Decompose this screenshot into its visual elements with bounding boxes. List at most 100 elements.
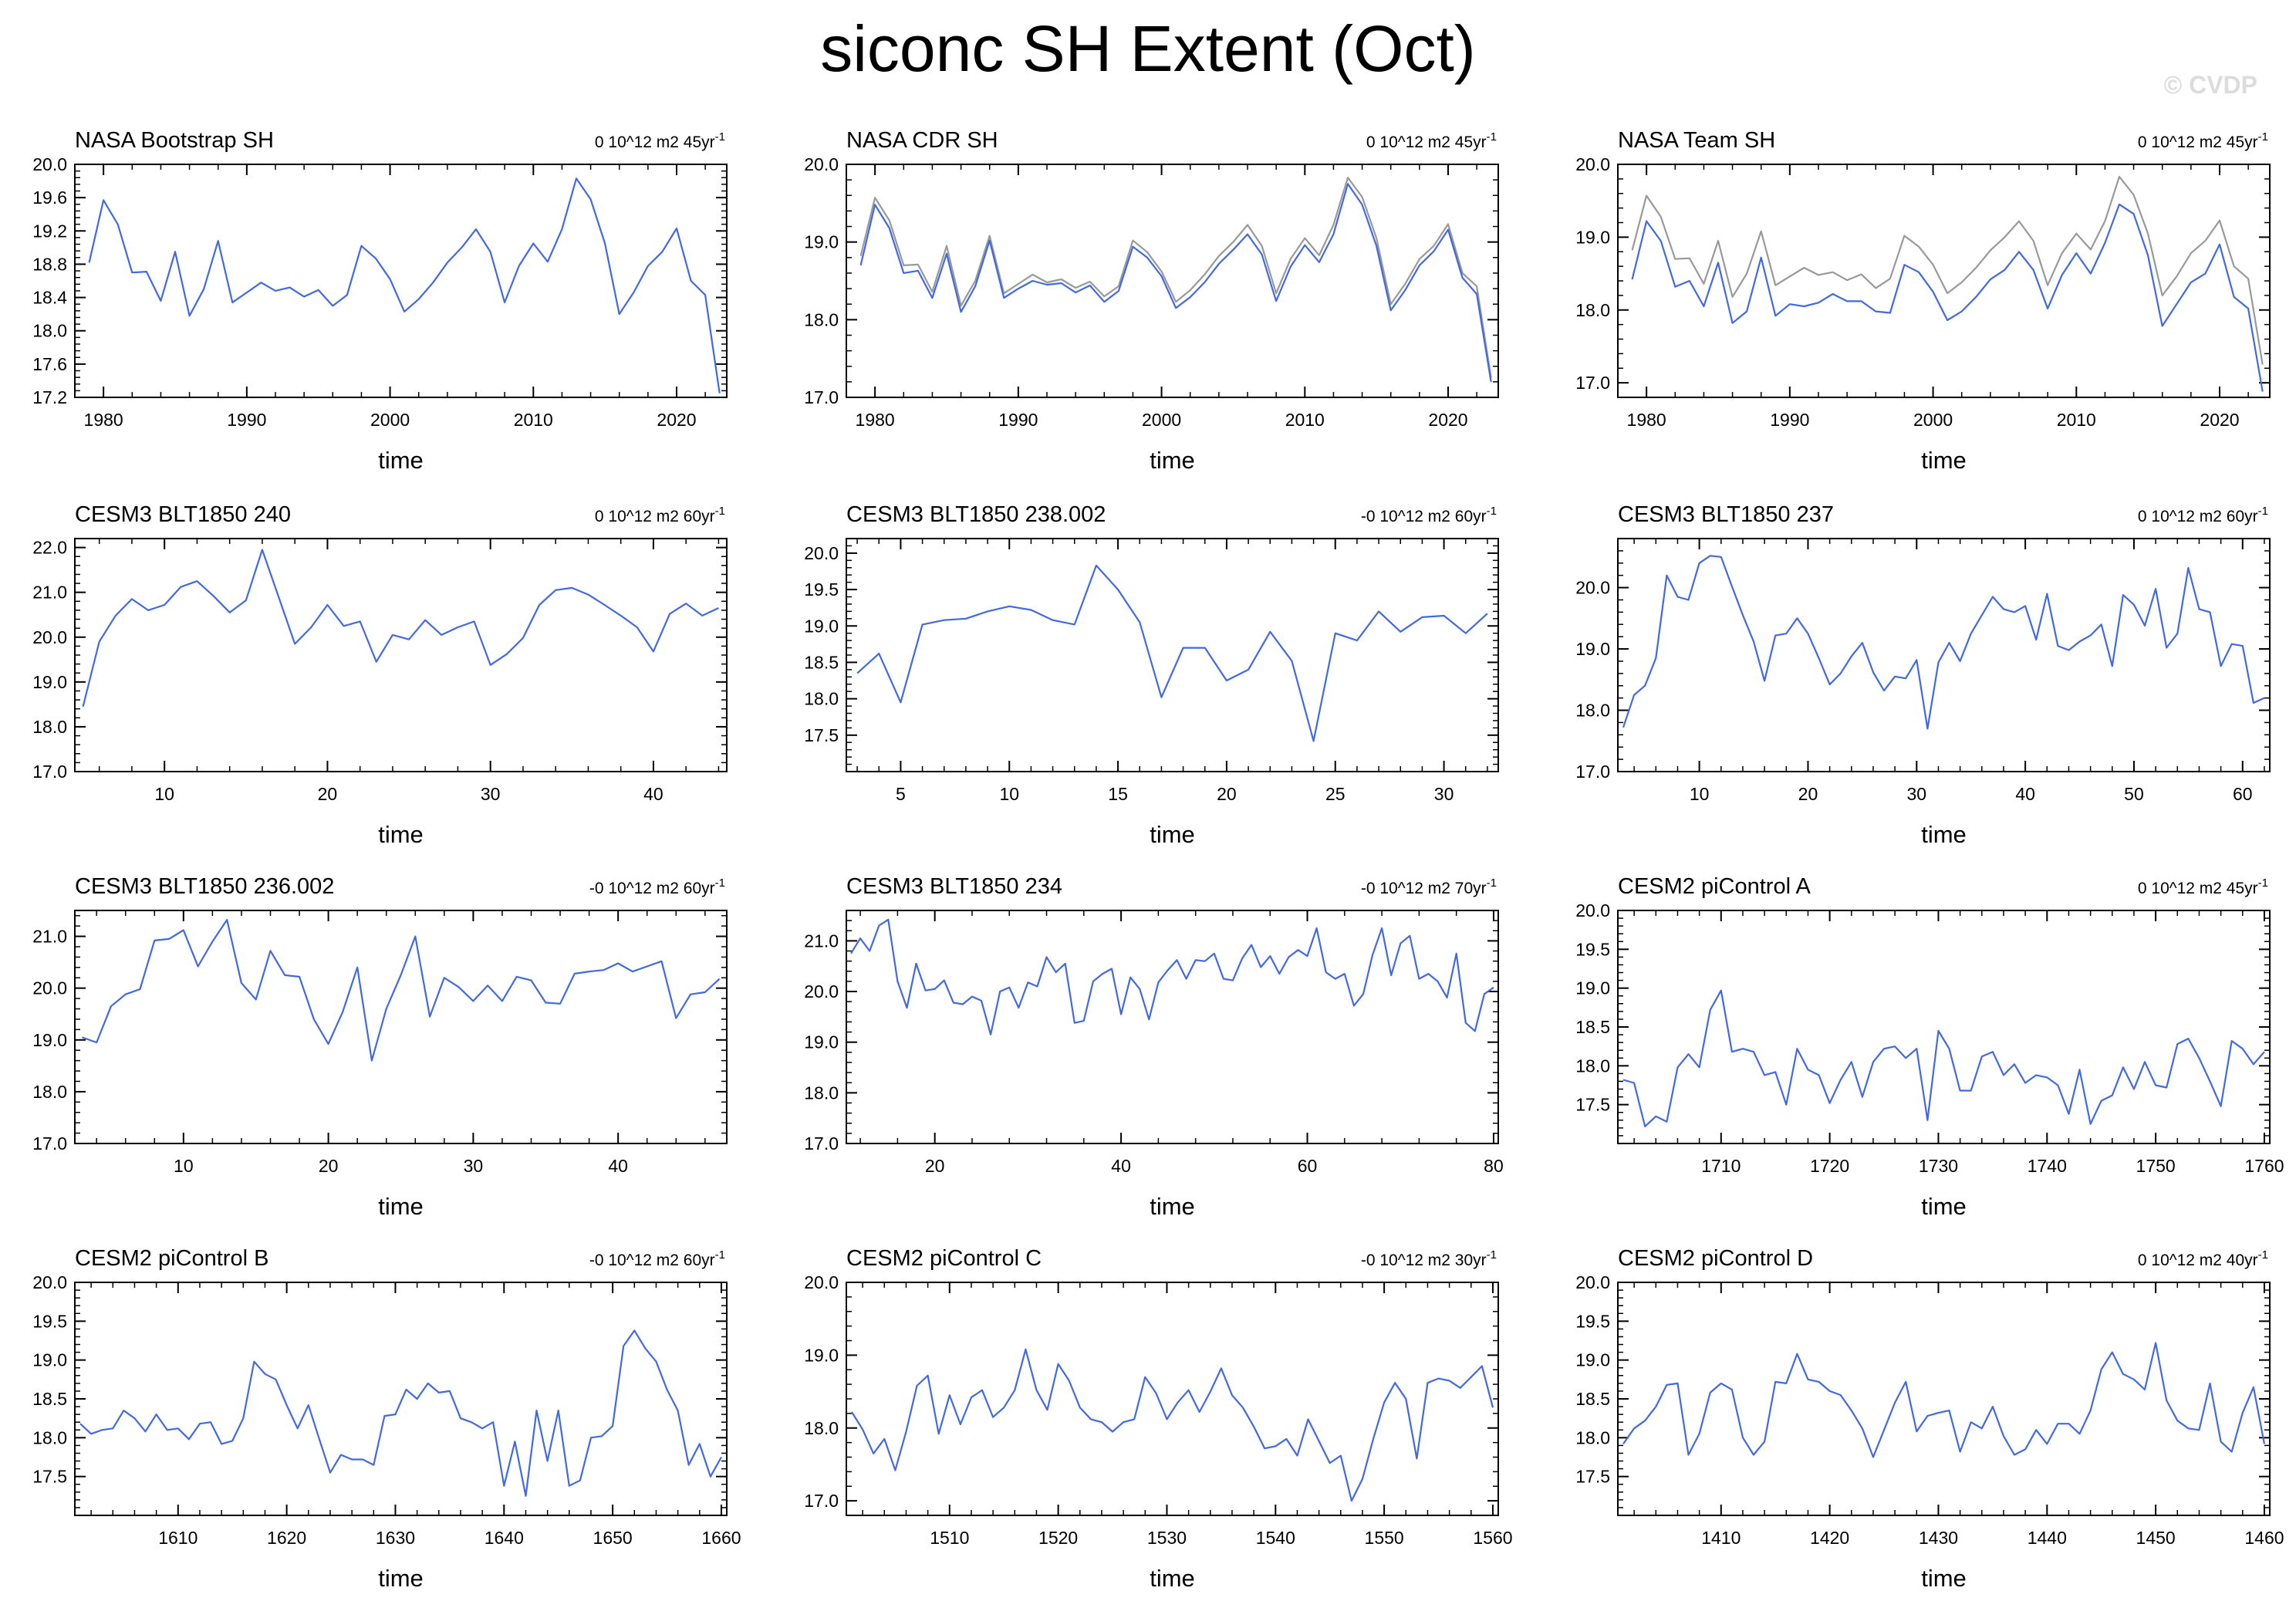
panel-title: CESM3 BLT1850 240	[75, 502, 291, 527]
x-tick-label: 1720	[1810, 1156, 1849, 1176]
x-tick-label: 2020	[2200, 410, 2239, 430]
y-tick-label: 18.0	[804, 1083, 839, 1103]
panel-7: CESM3 BLT1850 236.002 -0 10^12 m2 60yr-1 1…	[32, 874, 728, 1220]
plot-frame	[1617, 538, 2271, 772]
y-tick-label: 18.0	[804, 309, 839, 329]
panel-1: NASA Bootstrap SH 0 10^12 m2 45yr-1 17.2 17…	[32, 128, 728, 474]
panel-12: CESM2 piControl D 0 10^12 m2 40yr-1 17.5 18…	[1575, 1246, 2284, 1592]
panel-title: CESM3 BLT1850 236.002	[75, 874, 334, 899]
x-tick-label: 1410	[1701, 1528, 1741, 1548]
y-tick-label: 18.0	[1575, 300, 1610, 320]
series-line-run	[1622, 989, 2265, 1128]
y-tick-label: 17.0	[1575, 762, 1610, 782]
y-tick-label: 18.0	[1575, 1056, 1610, 1076]
panel-8: CESM3 BLT1850 234 -0 10^12 m2 70yr-1 17.0 1…	[804, 874, 1504, 1220]
x-tick-label: 1510	[930, 1528, 969, 1548]
panel-title: NASA Team SH	[1618, 128, 1775, 153]
series-line-run	[82, 549, 719, 708]
y-tick-label: 17.0	[32, 762, 67, 782]
panel-title: CESM2 piControl B	[75, 1246, 268, 1271]
x-tick-label: 1710	[1701, 1156, 1741, 1176]
trend-label: 0 10^12 m2 45yr-1	[1366, 130, 1497, 151]
series-line-run	[79, 1329, 722, 1497]
y-tick-label: 17.6	[32, 354, 67, 374]
x-axis-label: time	[378, 447, 424, 474]
y-tick-label: 18.0	[32, 1082, 67, 1102]
x-tick-label: 1980	[1627, 410, 1666, 430]
x-tick-label: 1750	[2136, 1156, 2176, 1176]
x-tick-label: 2000	[1142, 410, 1181, 430]
plot-frame	[846, 1282, 1499, 1516]
y-tick-label: 18.0	[804, 689, 839, 709]
x-tick-label: 2000	[370, 410, 410, 430]
x-axis-label: time	[1150, 447, 1195, 474]
x-tick-label: 20	[1217, 784, 1237, 804]
x-tick-label: 1440	[2028, 1528, 2067, 1548]
x-tick-label: 1990	[227, 410, 266, 430]
y-tick-label: 17.0	[32, 1133, 67, 1154]
y-tick-label: 21.0	[804, 931, 839, 951]
x-tick-label: 10	[1690, 784, 1710, 804]
trend-label: 0 10^12 m2 40yr-1	[2138, 1248, 2268, 1269]
x-tick-label: 1560	[1473, 1528, 1512, 1548]
trend-label: 0 10^12 m2 45yr-1	[2138, 877, 2268, 897]
panel-9: CESM2 piControl A 0 10^12 m2 45yr-1 17.5 18…	[1575, 874, 2284, 1220]
x-axis-label: time	[378, 1193, 424, 1220]
panel-title: CESM3 BLT1850 234	[846, 874, 1062, 899]
watermark: © CVDP	[2163, 71, 2257, 99]
x-tick-label: 1740	[2028, 1156, 2067, 1176]
x-tick-label: 30	[1906, 784, 1926, 804]
x-tick-label: 2010	[1285, 410, 1325, 430]
trend-label: -0 10^12 m2 30yr-1	[1361, 1248, 1497, 1269]
y-tick-label: 19.0	[804, 1345, 839, 1365]
x-tick-label: 1530	[1147, 1528, 1187, 1548]
trend-label: -0 10^12 m2 60yr-1	[1361, 505, 1497, 525]
plot-frame	[1617, 1282, 2271, 1516]
y-tick-label: 18.0	[804, 1418, 839, 1438]
plot-frame	[74, 164, 728, 398]
y-tick-label: 18.0	[1575, 1427, 1610, 1447]
x-tick-label: 1460	[2244, 1528, 2284, 1548]
y-tick-label: 20.0	[32, 978, 67, 998]
y-tick-label: 18.0	[32, 717, 67, 737]
x-tick-label: 1630	[376, 1528, 415, 1548]
x-tick-label: 1430	[1919, 1528, 1958, 1548]
panel-11: CESM2 piControl C -0 10^12 m2 30yr-1 17.0 1…	[804, 1246, 1512, 1592]
y-tick-label: 19.0	[1575, 639, 1610, 659]
x-tick-label: 30	[1434, 784, 1454, 804]
series-line-run	[851, 1348, 1494, 1502]
series-line-bootstrap	[1631, 175, 2264, 365]
x-tick-label: 1760	[2244, 1156, 2284, 1176]
y-tick-label: 17.5	[32, 1467, 67, 1487]
plot-frame	[1617, 164, 2271, 398]
y-tick-label: 20.0	[804, 1272, 839, 1292]
y-tick-label: 19.0	[32, 1030, 67, 1050]
x-tick-label: 1990	[1770, 410, 1809, 430]
y-tick-label: 17.5	[1575, 1467, 1610, 1487]
x-tick-label: 10	[174, 1156, 194, 1176]
trend-label: 0 10^12 m2 60yr-1	[595, 505, 725, 525]
x-tick-label: 20	[1798, 784, 1818, 804]
plot-frame	[1617, 910, 2271, 1144]
series-line-cdr	[859, 183, 1492, 383]
series-line-run	[82, 918, 721, 1062]
panel-title: CESM3 BLT1850 238.002	[846, 502, 1106, 527]
x-tick-label: 1650	[593, 1528, 633, 1548]
x-tick-label: 30	[481, 784, 501, 804]
series-line-team	[1631, 203, 2264, 392]
x-tick-label: 40	[643, 784, 663, 804]
x-tick-label: 1450	[2136, 1528, 2176, 1548]
x-axis-label: time	[378, 1565, 424, 1592]
x-tick-label: 5	[896, 784, 906, 804]
x-tick-label: 1980	[856, 410, 895, 430]
y-tick-label: 18.0	[1575, 701, 1610, 721]
series-line-run	[856, 564, 1488, 742]
panel-title: NASA Bootstrap SH	[75, 128, 274, 153]
y-tick-label: 19.0	[804, 1032, 839, 1052]
x-tick-label: 1550	[1365, 1528, 1404, 1548]
y-tick-label: 17.5	[1575, 1095, 1610, 1115]
x-tick-label: 1420	[1810, 1528, 1849, 1548]
x-tick-label: 1620	[267, 1528, 306, 1548]
x-tick-label: 1640	[485, 1528, 524, 1548]
